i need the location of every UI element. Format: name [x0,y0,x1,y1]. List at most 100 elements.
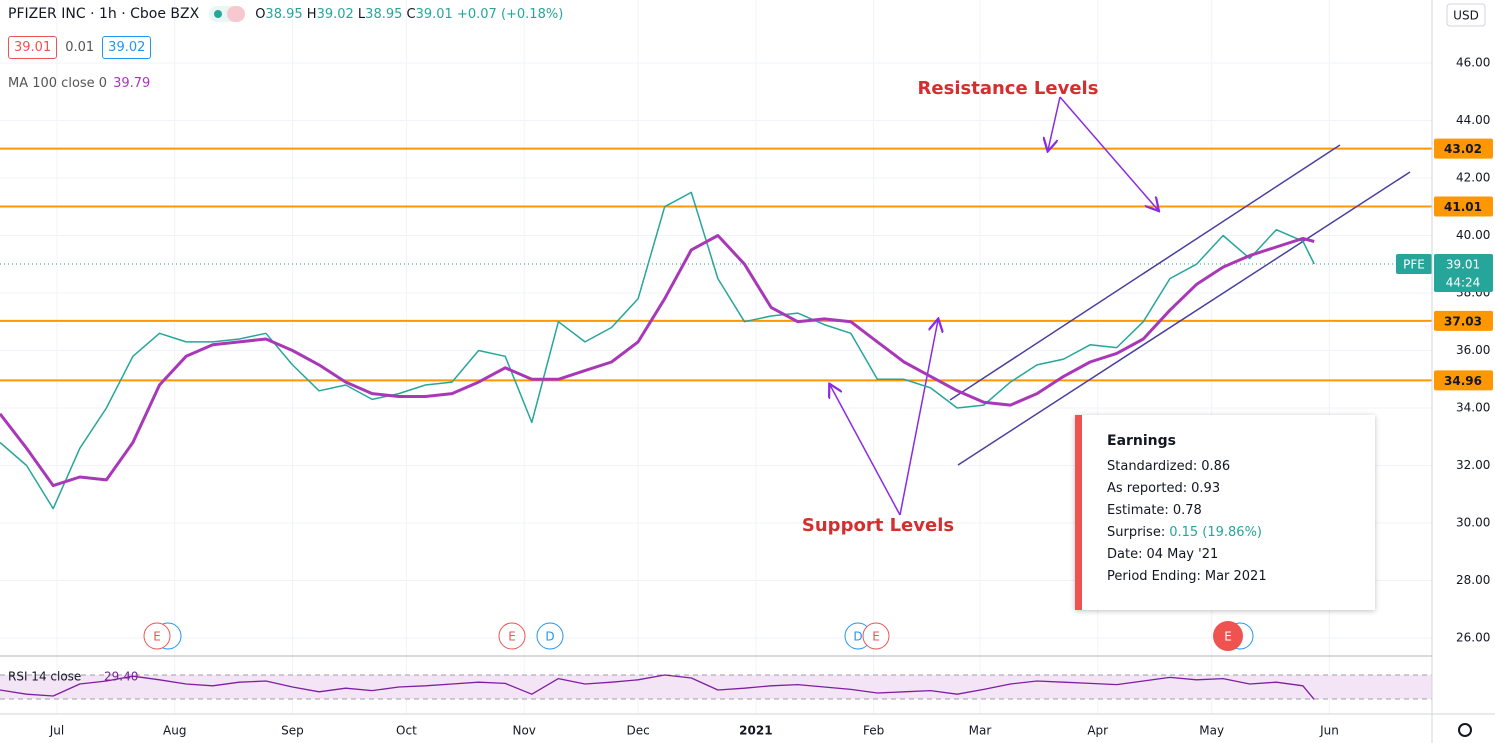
tooltip-value: 0.78 [1172,503,1202,518]
event-label: E [872,630,880,644]
ma-value: 39.79 [113,76,151,91]
ohlc-value: 39.01 [415,6,453,22]
x-tick-label: Sep [281,724,304,738]
tooltip-title: Earnings [1107,433,1177,449]
ma-label: MA 100 close 0 [8,76,108,91]
tooltip-value: Mar 2021 [1204,569,1267,584]
rsi-label: RSI 14 close [8,670,81,684]
level-label: 41.01 [1444,200,1482,214]
y-tick-label: 40.00 [1456,228,1490,242]
arrow [1048,96,1061,150]
drawings: Resistance Levels Support Levels [802,78,1411,536]
x-tick-label: Jul [49,724,64,738]
y-tick-label: 26.00 [1456,631,1490,645]
event-label: E [1224,630,1232,644]
tooltip-value: 04 May '21 [1146,547,1219,562]
ohlc-value: 38.95 [365,6,403,22]
y-tick-label: 28.00 [1456,573,1490,587]
ohlc-key: O [255,6,266,22]
tooltip-label: Estimate: [1107,503,1169,518]
header: PFIZER INC · 1h · Cboe BZX O38.95 H39.02… [8,6,563,22]
tooltip-value: 0.86 [1201,459,1231,474]
level-tag [1434,370,1493,391]
ohlc-key: H [306,6,317,22]
event-marker[interactable] [143,622,171,650]
y-tick-label: 30.00 [1456,516,1490,530]
x-tick-label: 2021 [739,724,772,738]
arrow [830,385,901,516]
y-tick-label: 34.00 [1456,401,1490,415]
y-tick-label: 44.00 [1456,113,1490,127]
annotation: Support Levels [802,515,954,536]
ma-legend: MA 100 close 0 39.79 [8,76,150,91]
x-tick-label: May [1199,724,1224,738]
x-tick-label: Feb [863,724,884,738]
x-tick-label: Mar [969,724,992,738]
tooltip-label: Date: [1107,547,1143,562]
level-label: 34.96 [1444,374,1482,388]
event-marker[interactable] [862,622,890,650]
ohlc-key: L [357,6,366,22]
symbol-title: PFIZER INC · 1h · Cboe BZX [8,6,200,22]
channel-line [949,144,1341,401]
countdown: 44:24 [1446,275,1481,289]
event-label: E [153,630,161,644]
tooltip-label: As reported: [1107,481,1188,496]
spread: 0.01 [65,40,95,55]
tooltip-value: 0.15 (19.86%) [1169,525,1262,540]
tooltip-label: Surprise: [1107,525,1166,540]
y-tick-label: 42.00 [1456,170,1490,184]
level-tag [1434,138,1493,159]
y-tick-label: 46.00 [1456,55,1490,69]
event-label: D [545,630,554,644]
arrow [1059,96,1158,210]
last-price-tag [1434,253,1493,292]
event-label: D [853,630,862,644]
ohlc-key: C [406,6,416,22]
tooltip-value: 0.93 [1191,481,1221,496]
bid[interactable]: 39.01 [8,36,58,59]
ohlc-value: 38.95 [265,6,303,22]
currency: USD [1453,9,1479,23]
x-tick-label: Dec [627,724,650,738]
x-tick-label: Aug [163,724,186,738]
ohlc: O38.95 H39.02 L38.95 C39.01 +0.07 (+0.18… [255,7,563,22]
earnings-tooltip: Earnings Standardized: 0.86 As reported: 0… [1075,415,1375,610]
quote: 39.01 0.01 39.02 [8,36,152,59]
event-label: E [508,630,516,644]
series-line [0,234,1315,488]
currency-box[interactable] [1446,3,1486,27]
series-line [0,674,1315,700]
x-tick-label: Apr [1087,724,1108,738]
x-tick-label: Jun [1319,724,1339,738]
event-marker[interactable] [498,622,526,650]
settings-icon[interactable] [1458,723,1472,737]
channel-line [957,171,1411,466]
event-marker[interactable] [1213,621,1243,651]
change: +0.07 (+0.18%) [456,6,564,22]
arrow [899,320,938,516]
rsi-value: 29.40 [104,670,138,684]
symbol-label: PFE [1403,257,1425,271]
x-tick-label: Oct [396,724,417,738]
annotation: Resistance Levels [918,78,1099,99]
tooltip-label: Standardized: [1107,459,1198,474]
y-tick-label: 36.00 [1456,343,1490,357]
level-tag [1434,310,1493,331]
last-price-label: 39.01 [1446,257,1480,271]
level-label: 37.03 [1444,314,1482,328]
ask[interactable]: 39.02 [102,36,152,59]
tooltip-label: Period Ending: [1107,569,1201,584]
x-tick-label: Nov [512,724,535,738]
y-tick-label: 32.00 [1456,458,1490,472]
series-line [0,191,1315,510]
level-label: 43.02 [1444,142,1482,156]
events: E E D D E E [143,621,1254,651]
level-tag [1434,196,1493,217]
symbol-tag [1396,253,1432,274]
event-marker[interactable] [536,622,564,650]
ohlc-value: 39.02 [316,6,354,22]
status-pill[interactable] [209,6,246,22]
